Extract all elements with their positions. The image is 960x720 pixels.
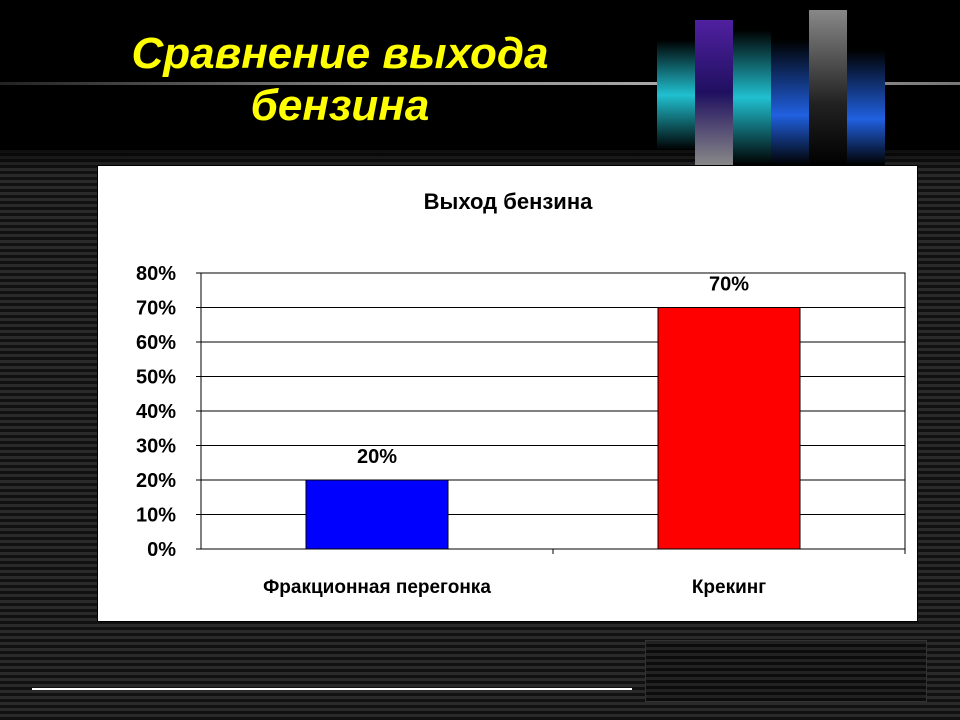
footer-divider [32,688,632,690]
decorative-box [645,640,927,702]
x-tick-label: Крекинг [692,577,766,598]
bar [657,307,801,550]
globe-image [657,10,885,165]
data-label: 70% [709,274,749,296]
header-divider [0,82,960,85]
bar [305,479,449,550]
y-tick-label: 40% [136,401,176,423]
y-tick-label: 50% [136,367,176,389]
slide-title: Сравнение выхода бензина [131,29,549,130]
y-tick-label: 0% [147,539,176,561]
x-tick-label: Фракционная перегонка [263,577,491,598]
y-tick-label: 10% [136,505,176,527]
chart-container: Выход бензина 0% 10% 20% 30% 40% 50% 60% 70% 80%… [97,165,918,622]
chart-title: Выход бензина [424,189,593,214]
data-label: 20% [357,446,397,468]
y-tick-label: 30% [136,436,176,458]
bar-chart: Выход бензина 0% 10% 20% 30% 40% 50% 60% 70% 80%… [136,189,906,598]
y-tick-label: 20% [136,470,176,492]
y-tick-label: 70% [136,298,176,320]
y-tick-label: 60% [136,332,176,354]
y-tick-label: 80% [136,263,176,285]
